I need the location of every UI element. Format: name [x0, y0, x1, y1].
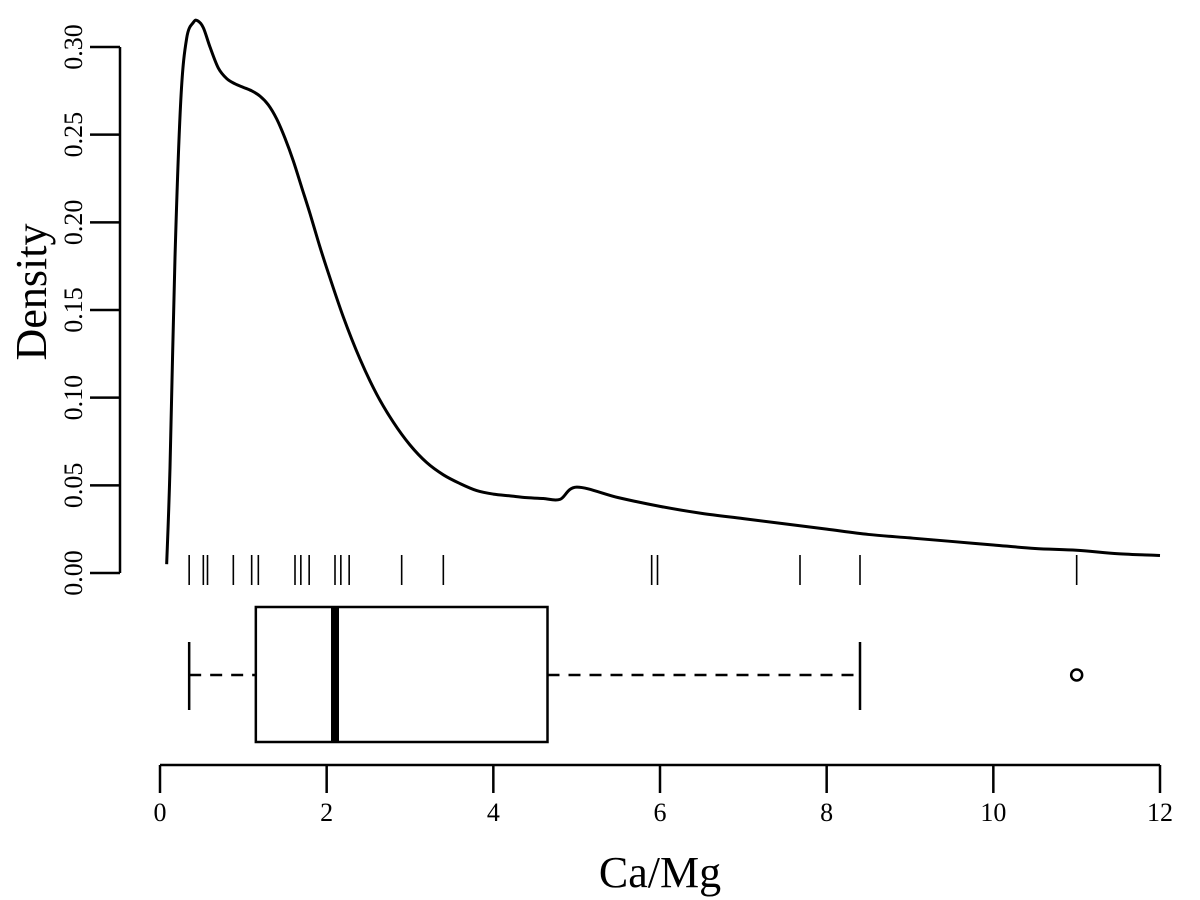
- y-tick-label: 0.15: [59, 287, 88, 333]
- y-axis: 0.00 0.05 0.10 0.15 0.20 0.25 0.30: [59, 24, 122, 596]
- y-tick-label: 0.25: [59, 112, 88, 158]
- x-tick-label: 2: [320, 798, 333, 827]
- outlier-point: [1069, 668, 1084, 682]
- x-tick-label: 8: [820, 798, 833, 827]
- density-curve: [165, 18, 1161, 565]
- rug-plot: [188, 555, 1078, 585]
- boxplot-panel: [187, 605, 1084, 744]
- x-tick-label: 0: [154, 798, 167, 827]
- y-tick-label: 0.05: [59, 463, 88, 509]
- x-tick-label: 6: [654, 798, 667, 827]
- box-iqr: [254, 605, 549, 744]
- y-tick-label: 0.30: [59, 24, 88, 70]
- x-tick-label: 4: [487, 798, 500, 827]
- density-panel: 0.00 0.05 0.10 0.15 0.20 0.25 0.30 Density: [7, 18, 1161, 596]
- y-tick-label: 0.20: [59, 200, 88, 246]
- x-axis: 0 2 4 6 8 10 12: [154, 763, 1173, 827]
- x-tick-label: 10: [980, 798, 1006, 827]
- y-axis-label: Density: [7, 224, 56, 361]
- x-tick-label: 12: [1147, 798, 1173, 827]
- x-axis-label: Ca/Mg: [599, 848, 721, 897]
- y-tick-label: 0.10: [59, 375, 88, 421]
- y-tick-label: 0.00: [59, 550, 88, 596]
